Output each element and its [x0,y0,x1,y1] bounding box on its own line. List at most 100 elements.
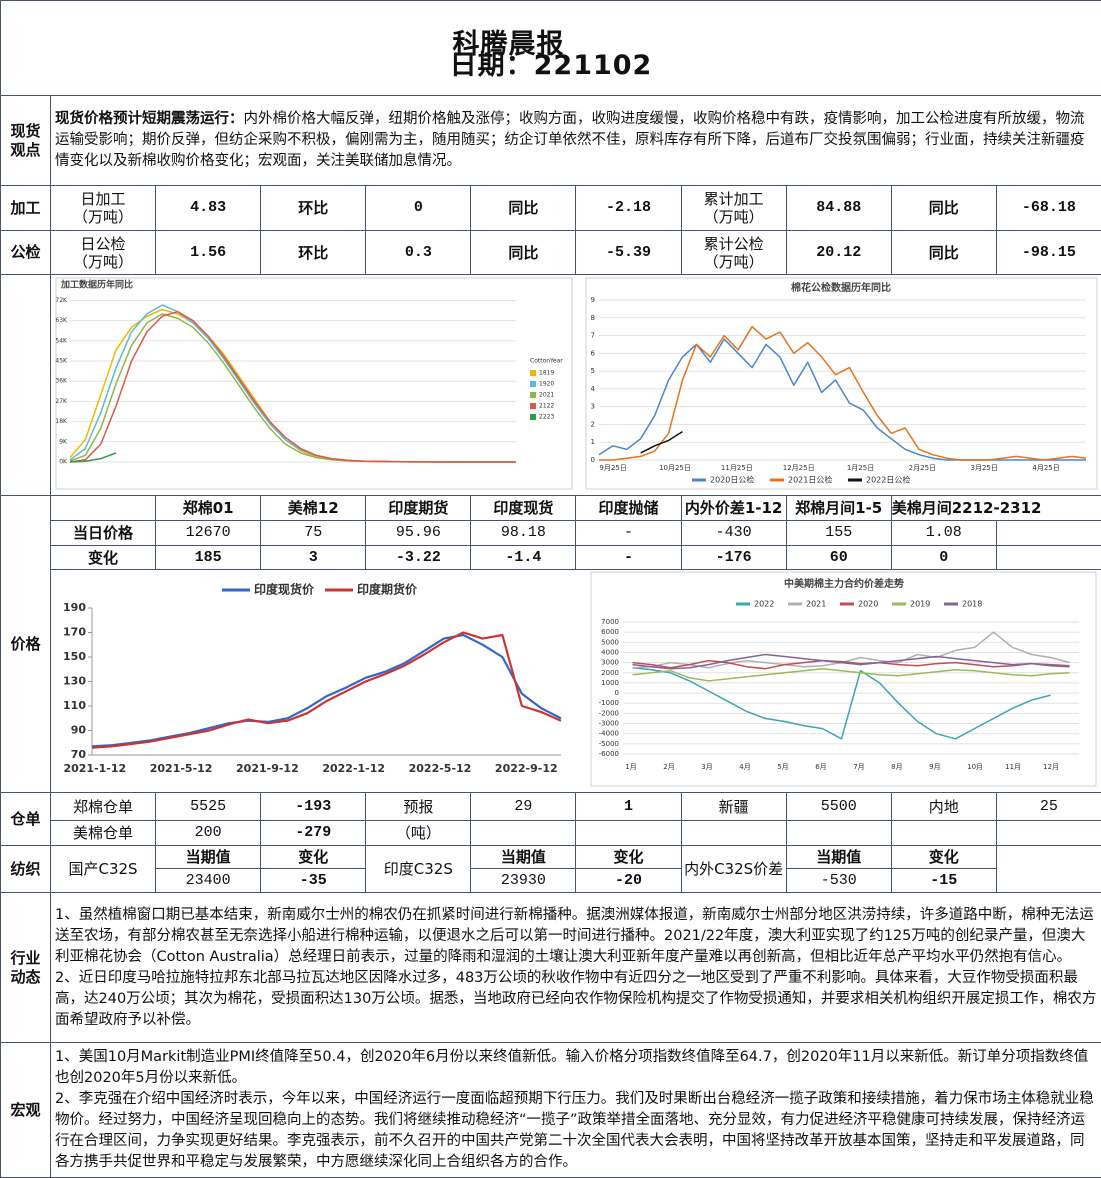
y-tick-label: 170 [63,626,86,639]
cell: 同比 [891,186,996,231]
legend-label: 2020 [858,600,878,609]
x-tick-label: 2022-9-12 [494,762,557,775]
legend-label: 2021 [806,600,826,609]
y-tick-label: -1000 [598,699,618,707]
chart-title: 中美期棉主力合约价差走势 [784,577,904,590]
x-tick-label: 6月 [815,763,826,771]
legend-label: 1819 [539,370,554,377]
cell: 印度抛储 [576,496,681,521]
cell: -3.22 [366,546,471,570]
legend-label: 印度现货价 [254,582,315,597]
cell: 变化 [891,846,996,869]
x-tick-label: 2022-5-12 [408,762,471,775]
empty-cell [996,546,1101,570]
y-tick-label: 190 [63,601,86,614]
y-tick-label: 4 [590,385,595,393]
cell: 内外C32S价差 [681,846,786,893]
cell: 新疆 [681,793,786,821]
y-tick-label: 1000 [601,679,619,687]
cell: -176 [681,546,786,570]
industry-news: 1、虽然植棉窗口期已基本结束，新南威尔士州的棉农仍在抓紧时间进行新棉播种。据澳洲… [51,893,1101,1043]
x-tick-label: 3月 [701,763,712,771]
cell: 行业动态 [1,893,51,1043]
cell: -98.15 [996,231,1101,275]
cell: 84.88 [786,186,891,231]
cell: 5525 [156,793,261,821]
empty-cell [786,821,891,846]
cell: 印度期货 [366,496,471,521]
chart-row: 加工数据历年同比0K9K18K27K36K45K54K63K72K1819192… [52,275,1101,491]
cell: 纺织 [1,846,51,893]
y-tick-label: 2000 [601,669,619,677]
cell: 预报 [366,793,471,821]
cell: 印度现货 [471,496,576,521]
cell: 环比 [261,231,366,275]
cell: 95.96 [366,521,471,546]
x-tick-label: 4月25日 [1032,464,1059,472]
cell: 公检 [1,231,51,275]
cell: （吨） [366,821,471,846]
empty-cell [1,275,51,496]
cell: 当期值 [471,846,576,869]
paragraph: 2、李克强在介绍中国经济时表示，今年以来，中国经济运行一度面临超预期下行压力。我… [55,1089,1097,1173]
cell: 美棉12 [261,496,366,521]
x-tick-label: 3月25日 [970,464,997,472]
cell: 200 [156,821,261,846]
legend-swatch [530,381,536,387]
header: 科腾晨报 日期：221102 [1,1,1101,96]
cell: 价格 [1,496,51,793]
y-tick-label: 6 [590,349,595,357]
legend-label: 2019 [910,600,930,609]
x-tick-label: 11月 [1005,763,1021,771]
cell: 185 [156,546,261,570]
cell: 仓单 [1,793,51,846]
cell: -430 [681,521,786,546]
cell: -68.18 [996,186,1101,231]
cell: 郑棉仓单 [51,793,156,821]
legend-label: 2021日公检 [788,475,832,485]
chart-title: 棉花公检数据历年同比 [791,281,891,294]
y-tick-label: 150 [63,650,86,663]
cell: 1.56 [156,231,261,275]
x-tick-label: 2021-1-12 [63,762,126,775]
cell: 当期值 [156,846,261,869]
cell: -15 [891,869,996,893]
y-tick-label: 110 [63,699,86,712]
cell: 变化 [576,846,681,869]
cell: -530 [786,869,891,893]
y-tick-label: 7 [590,332,594,340]
y-tick-label: 4000 [601,648,619,656]
cell: 3 [261,546,366,570]
series-line [92,635,561,746]
cell: -279 [261,821,366,846]
legend-swatch [530,403,536,409]
cell: 4.83 [156,186,261,231]
legend-label: 1920 [539,381,554,388]
cell: 同比 [891,231,996,275]
y-tick-label: 1 [590,438,594,446]
cell: 郑棉月间1-5 [786,496,891,521]
y-tick-label: -3000 [598,720,618,728]
x-tick-label: 12月 [1043,763,1059,771]
empty-cell [996,846,1101,893]
x-tick-label: 4月 [739,763,750,771]
cell: 累计加工 （万吨） [681,186,786,231]
y-tick-label: -4000 [598,730,618,738]
chart-title: 加工数据历年同比 [60,279,133,291]
legend-label: 印度期货价 [357,582,418,597]
cell: 同比 [471,231,576,275]
y-tick-label: 90 [70,724,86,737]
cell: -1.4 [471,546,576,570]
cell: 0 [366,186,471,231]
y-tick-label: 5 [590,367,594,375]
cell: 60 [786,546,891,570]
cell: 加工 [1,186,51,231]
cell: 美棉月间2212-2312 [891,496,1101,521]
empty-cell [996,521,1101,546]
legend-swatch [530,370,536,376]
